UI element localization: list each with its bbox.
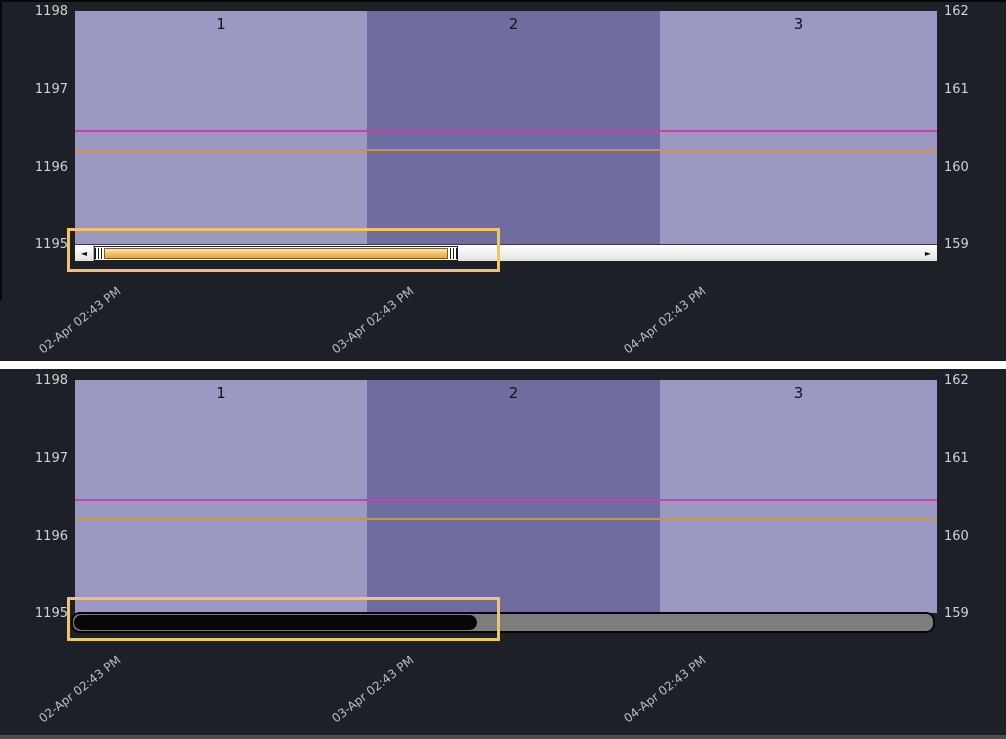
left-axis-tick: 1198 (34, 373, 68, 388)
right-arrow-icon: ► (924, 248, 932, 258)
plot-area: 1 2 3 (75, 11, 937, 244)
band-label-2: 2 (508, 384, 519, 402)
band-label-1: 1 (216, 384, 226, 402)
background-band-1: 1 (75, 11, 367, 244)
left-axis-tick: 1196 (34, 160, 68, 175)
band-label-2: 2 (508, 15, 519, 33)
right-axis-tick: 162 (944, 373, 969, 388)
background-band-2: 2 (367, 380, 660, 613)
background-band-3: 3 (660, 11, 937, 244)
left-axis-tick: 1195 (34, 237, 68, 252)
band-label-3: 3 (793, 384, 804, 402)
chart-panel-top: 1 2 3 1198 1197 1196 1195 162 161 160 15… (0, 0, 1006, 361)
scrollbar-right-arrow-button[interactable]: ► (919, 245, 937, 261)
series-line-orange (75, 518, 937, 520)
scrollbar-left-arrow-button[interactable]: ◄ (75, 245, 94, 261)
thumb-grip-left-icon (95, 248, 102, 259)
background-band-3: 3 (660, 380, 937, 613)
left-axis-tick: 1197 (34, 451, 68, 466)
left-axis-tick: 1195 (34, 606, 68, 621)
thumb-orange-fill (104, 248, 448, 259)
right-axis-tick: 162 (944, 4, 969, 19)
series-line-orange (75, 149, 937, 151)
panel-separator (0, 361, 1006, 369)
right-axis-tick: 160 (944, 160, 969, 175)
plot-area: 1 2 3 (75, 380, 937, 613)
series-line-magenta (75, 499, 937, 501)
left-axis-tick: 1196 (34, 529, 68, 544)
horizontal-scrollbar-light[interactable]: ◄ ► (75, 244, 937, 261)
horizontal-scrollbar-dark[interactable] (71, 612, 935, 633)
right-axis-tick: 161 (944, 82, 969, 97)
right-axis-tick: 160 (944, 529, 969, 544)
left-axis-tick: 1197 (34, 82, 68, 97)
thumb-grip-right-icon (450, 248, 457, 259)
window-edge-bottom (0, 735, 1006, 739)
series-line-magenta (75, 130, 937, 132)
chart-panel-bottom: 1 2 3 1198 1197 1196 1195 162 161 160 15… (0, 369, 1006, 735)
scrollbar-thumb[interactable] (74, 615, 477, 630)
background-band-1: 1 (75, 380, 367, 613)
scrollbar-highlight-box (67, 228, 500, 272)
right-axis-tick: 159 (944, 606, 969, 621)
window-edge-top (0, 0, 1006, 2)
scrollbar-thumb[interactable] (94, 246, 458, 261)
right-axis-tick: 161 (944, 451, 969, 466)
window-edge-left (0, 0, 2, 300)
band-label-3: 3 (793, 15, 804, 33)
right-axis-tick: 159 (944, 237, 969, 252)
left-arrow-icon: ◄ (80, 248, 88, 258)
scrollbar-highlight-box (67, 597, 500, 641)
band-label-1: 1 (216, 15, 226, 33)
left-axis-tick: 1198 (34, 4, 68, 19)
background-band-2: 2 (367, 11, 660, 244)
